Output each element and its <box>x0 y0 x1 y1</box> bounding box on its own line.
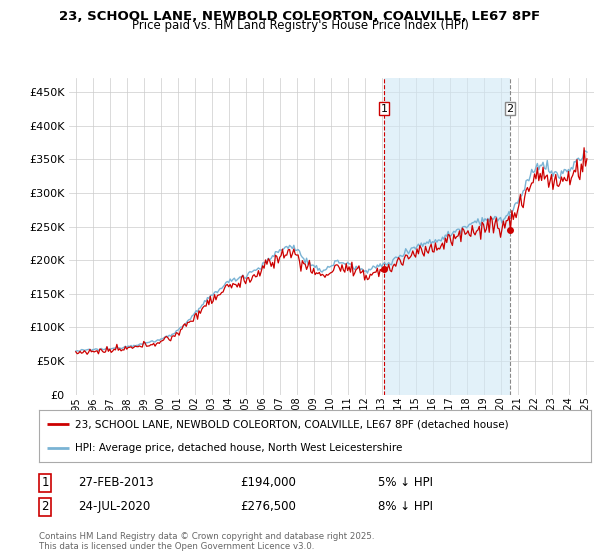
Bar <box>384 78 510 395</box>
Text: This data is licensed under the Open Government Licence v3.0.: This data is licensed under the Open Gov… <box>39 542 314 551</box>
Text: 1: 1 <box>41 476 49 489</box>
Text: 23, SCHOOL LANE, NEWBOLD COLEORTON, COALVILLE, LE67 8PF: 23, SCHOOL LANE, NEWBOLD COLEORTON, COAL… <box>59 10 541 22</box>
Text: 8% ↓ HPI: 8% ↓ HPI <box>378 500 433 514</box>
Text: 2: 2 <box>41 500 49 514</box>
Text: 5% ↓ HPI: 5% ↓ HPI <box>378 476 433 489</box>
Text: £194,000: £194,000 <box>240 476 296 489</box>
Text: 27-FEB-2013: 27-FEB-2013 <box>78 476 154 489</box>
Text: 1: 1 <box>380 104 388 114</box>
Text: 23, SCHOOL LANE, NEWBOLD COLEORTON, COALVILLE, LE67 8PF (detached house): 23, SCHOOL LANE, NEWBOLD COLEORTON, COAL… <box>75 419 509 430</box>
Text: HPI: Average price, detached house, North West Leicestershire: HPI: Average price, detached house, Nort… <box>75 443 402 453</box>
Text: 2: 2 <box>506 104 514 114</box>
Text: Contains HM Land Registry data © Crown copyright and database right 2025.: Contains HM Land Registry data © Crown c… <box>39 532 374 541</box>
Text: 24-JUL-2020: 24-JUL-2020 <box>78 500 150 514</box>
Text: £276,500: £276,500 <box>240 500 296 514</box>
Text: Price paid vs. HM Land Registry's House Price Index (HPI): Price paid vs. HM Land Registry's House … <box>131 19 469 32</box>
